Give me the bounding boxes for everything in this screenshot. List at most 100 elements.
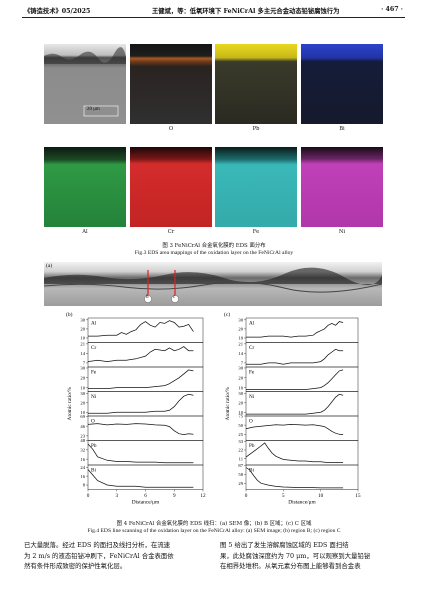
fig4a-panel-label: (a) — [46, 263, 53, 269]
y-tick-label: 58 — [238, 472, 243, 477]
y-tick-label: 21 — [238, 342, 243, 347]
series-line — [88, 393, 194, 414]
series-line — [246, 369, 344, 390]
x-axis-label: Distance/μm — [288, 500, 316, 506]
ni-map-tile — [301, 147, 383, 227]
series-label: Bi — [91, 468, 96, 474]
map-label-pb: Pb — [252, 126, 260, 132]
series-label: Ni — [91, 394, 97, 400]
y-tick-label: 32 — [80, 448, 85, 453]
al-map-tile — [44, 147, 126, 227]
body-text-left: 已大量脱落。经过 EDS 的面扫及线扫分析，在流速 为 2 m/s 的液态铅铋冲… — [24, 540, 174, 572]
sem-image-tile: 20 μm — [44, 44, 126, 124]
fe-map-tile — [215, 147, 297, 227]
body-left-line: 已大量脱落。经过 EDS 的面扫及线扫分析，在流速 — [24, 541, 171, 549]
y-tick-label: 21 — [80, 342, 85, 347]
fig4-line-scan-charts: (b)Al102030Cr71421Fe102030Ni102030O23466… — [66, 311, 361, 506]
body-left-line: 为 2 m/s 的液态铅铋冲刷下，FeNiCrAl 合金表面依 — [24, 551, 174, 560]
body-left-line: 然有条件形成致密的保护性氧化层。 — [24, 562, 127, 570]
y-tick-label: 50 — [238, 423, 243, 428]
y-tick-label: 25 — [238, 432, 243, 437]
panel-label: (b) — [66, 311, 73, 318]
y-tick-label: 69 — [80, 414, 85, 419]
y-tick-label: 20 — [80, 375, 85, 380]
series-line — [246, 348, 344, 365]
y-tick-label: 14 — [238, 351, 243, 356]
y-tick-label: 46 — [80, 424, 85, 429]
row-frame — [245, 342, 359, 368]
series-line — [88, 369, 194, 389]
body-text-right: 图 5 给出了发生溶解腐蚀区域的 EDS 面扫结 果，此处腐蚀深度约为 70 μ… — [220, 540, 370, 572]
series-line — [88, 320, 194, 337]
y-tick-label: 30 — [238, 391, 243, 396]
x-tick-label: 10 — [318, 493, 324, 499]
series-label: O — [91, 419, 95, 425]
y-tick-label: 29 — [238, 481, 243, 486]
running-title: 王健斌，等：低氧环境下 FeNiCrAl 多主元合金动态铅铋腐蚀行为 — [152, 8, 340, 15]
journal-name: 《铸造技术》05/2025 — [24, 8, 91, 15]
marker-c-label: c — [173, 295, 176, 300]
fig4-caption-cn: 图 4 FeNiCrAl 合金氧化膜的 EDS 线扫：(a) SEM 像；(b)… — [116, 521, 312, 527]
fig4a-sem-image: (a) b c — [44, 262, 382, 306]
series-line — [245, 467, 344, 489]
series-label: Al — [91, 321, 97, 327]
marker-b-label: b — [146, 295, 149, 300]
x-tick-label: 0 — [87, 493, 90, 499]
x-tick-label: 15 — [355, 493, 361, 499]
page-number: · 467 · — [381, 6, 403, 13]
y-tick-label: 10 — [80, 336, 85, 341]
series-label: Cr — [91, 345, 96, 351]
series-line — [87, 346, 194, 362]
y-tick-label: 30 — [80, 366, 85, 371]
x-tick-label: 12 — [200, 493, 206, 499]
series-label: Bi — [249, 468, 254, 474]
series-line — [87, 443, 194, 464]
y-tick-label: 11 — [239, 456, 244, 461]
series-line — [87, 469, 194, 488]
row-frame — [245, 415, 359, 441]
y-tick-label: 8 — [83, 483, 86, 488]
map-label-bi: Bi — [339, 126, 345, 132]
map-label-o: O — [168, 126, 174, 132]
y-tick-label: 10 — [80, 385, 85, 390]
row-frame — [245, 464, 359, 490]
y-tick-label: 10 — [238, 385, 243, 390]
y-tick-label: 10 — [80, 410, 85, 415]
y-tick-label: 30 — [238, 366, 243, 371]
y-tick-label: 22 — [238, 448, 243, 453]
y-tick-label: 30 — [80, 391, 85, 396]
cr-map-tile — [130, 147, 212, 227]
body-right-line: 果，此处腐蚀深度约为 70 μm，可以观察到大量铅铋 — [220, 551, 371, 560]
x-tick-label: 3 — [115, 493, 118, 499]
y-tick-label: 7 — [83, 361, 86, 366]
series-line — [246, 393, 344, 415]
series-label: Ni — [249, 394, 255, 400]
y-tick-label: 20 — [238, 327, 243, 332]
x-axis-label: Distance/μm — [132, 500, 160, 506]
row-frame — [87, 464, 204, 490]
y-tick-label: 7 — [241, 361, 244, 366]
map-label-fe: Fe — [252, 229, 260, 235]
y-tick-label: 20 — [80, 401, 85, 406]
body-right-line: 在相界处堆积。从氧元素分布图上能够看到合金表 — [220, 562, 361, 570]
series-line — [87, 423, 194, 435]
y-tick-label: 14 — [80, 351, 85, 356]
row-frame — [87, 342, 204, 368]
series-label: Pb — [249, 443, 255, 449]
y-tick-label: 24 — [80, 465, 85, 470]
x-tick-label: 9 — [173, 493, 176, 499]
fig3-caption-cn: 图 3 FeNiCrAl 合金氧化膜的 EDS 面分布 — [162, 243, 266, 249]
y-axis-label: Atomic ratio/% — [225, 387, 231, 421]
y-tick-label: 30 — [80, 318, 85, 323]
y-tick-label: 23 — [80, 434, 85, 439]
y-tick-label: 30 — [238, 318, 243, 323]
series-label: Pb — [91, 443, 97, 449]
pb-map-tile — [215, 44, 297, 124]
series-line — [246, 321, 344, 338]
y-axis-label: Atomic ratio/% — [67, 387, 73, 421]
x-tick-label: 6 — [144, 493, 147, 499]
map-label-cr: Cr — [167, 229, 175, 235]
series-label: Cr — [249, 345, 254, 351]
y-tick-label: 20 — [238, 375, 243, 380]
y-tick-label: 10 — [238, 336, 243, 341]
